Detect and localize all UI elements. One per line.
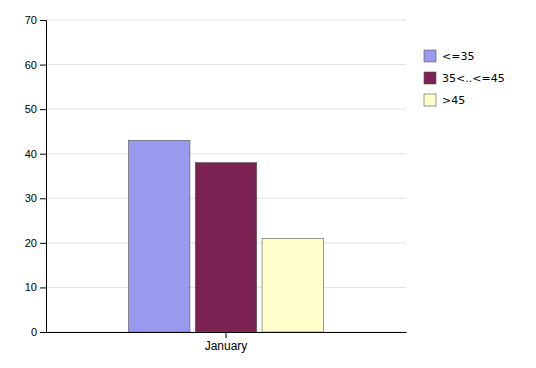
legend-label: >45 <box>442 94 465 107</box>
chart-svg: 0 10 20 30 40 50 60 70 January <=35 35<..<=45 >45 <box>0 0 536 368</box>
tick-mark <box>40 332 46 333</box>
tick: 70 <box>25 14 46 26</box>
axis-line <box>40 21 47 333</box>
tick-label: 30 <box>25 192 37 204</box>
plot: 0 10 20 30 40 50 60 70 January <box>25 14 407 353</box>
legend: <=35 35<..<=45 >45 <box>424 50 505 107</box>
tick-label: January <box>205 339 248 353</box>
tick-label: 0 <box>31 326 37 338</box>
bar <box>195 163 256 332</box>
legend-item: 35<..<=45 <box>424 72 505 85</box>
tick: 30 <box>25 192 46 204</box>
grid-line <box>46 153 406 154</box>
tick-mark <box>40 198 46 199</box>
legend-swatch <box>424 72 436 84</box>
tick-label: 70 <box>25 14 37 26</box>
grid-line <box>46 109 406 110</box>
legend-swatch <box>424 94 436 106</box>
tick-mark <box>40 109 46 110</box>
tick: 50 <box>25 103 46 115</box>
y-axis: 0 10 20 30 40 50 60 70 <box>25 14 47 338</box>
legend-swatch <box>424 50 436 62</box>
tick: 10 <box>25 281 46 293</box>
chart-container: 0 10 20 30 40 50 60 70 January <=35 35<..<=45 >45 <box>0 0 536 368</box>
grid-line <box>46 64 406 65</box>
tick: 60 <box>25 59 46 71</box>
grid-line <box>46 20 406 21</box>
tick-label: 50 <box>25 103 37 115</box>
grid <box>46 20 406 332</box>
tick-mark <box>40 20 46 21</box>
tick-mark <box>226 332 227 338</box>
tick-mark <box>40 65 46 66</box>
tick: 0 <box>31 326 46 338</box>
tick-mark <box>40 243 46 244</box>
bars <box>128 140 323 332</box>
tick: 40 <box>25 148 46 160</box>
legend-item: >45 <box>424 94 465 107</box>
bar <box>128 140 189 332</box>
tick-label: 20 <box>25 237 37 249</box>
legend-label: <=35 <box>442 50 474 63</box>
tick: 20 <box>25 237 46 249</box>
legend-item: <=35 <box>424 50 474 63</box>
legend-label: 35<..<=45 <box>442 72 505 85</box>
x-axis: January <box>47 332 407 353</box>
tick-mark <box>40 287 46 288</box>
tick-label: 60 <box>25 59 37 71</box>
tick-label: 40 <box>25 148 37 160</box>
tick-mark <box>40 154 46 155</box>
bar <box>262 238 323 332</box>
tick: January <box>205 332 248 353</box>
tick-label: 10 <box>25 281 37 293</box>
